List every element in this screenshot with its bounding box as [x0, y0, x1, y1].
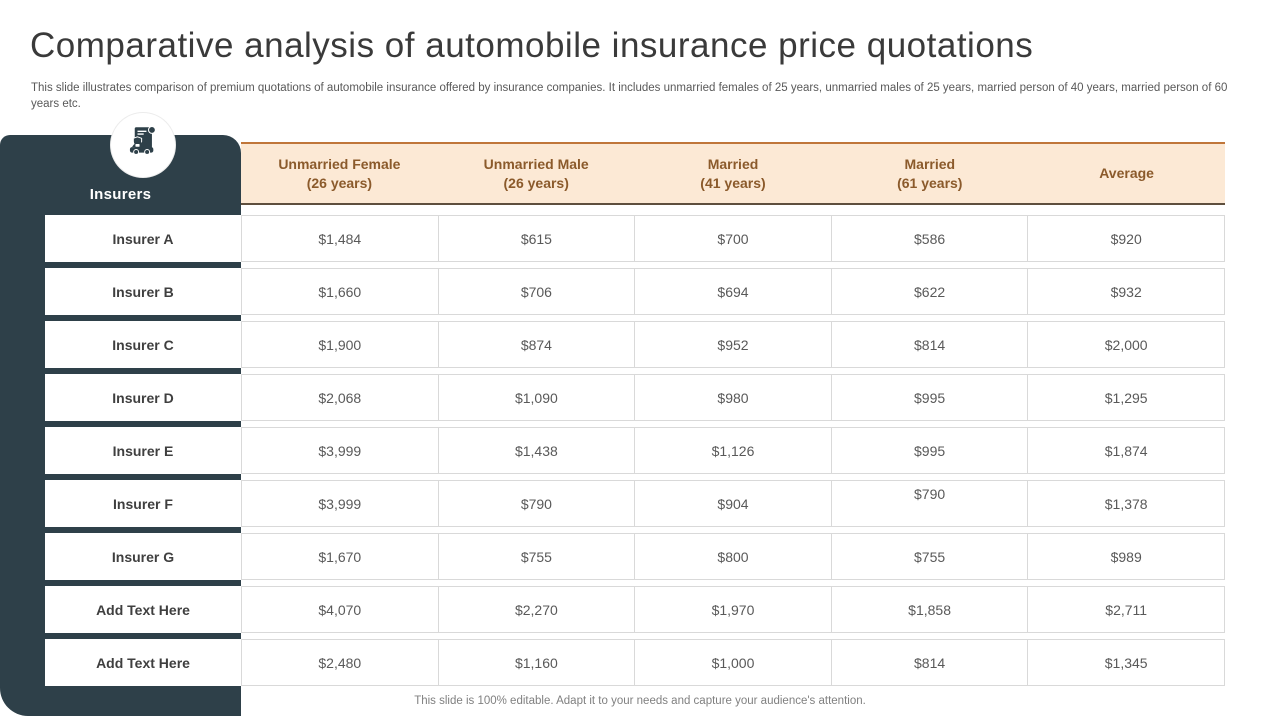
price-cell: $1,874 [1027, 427, 1225, 474]
table-row: Insurer B $1,660 $706 $694 $622 $932 [45, 268, 1225, 315]
price-cell: $874 [437, 321, 636, 368]
price-cell: $790 [830, 480, 1029, 527]
price-cell: $995 [830, 427, 1029, 474]
price-cell: $2,480 [241, 639, 439, 686]
price-cell: $814 [830, 321, 1029, 368]
price-cell: $1,126 [634, 427, 832, 474]
price-cell: $755 [437, 533, 636, 580]
insurance-policy-car-icon [121, 121, 165, 170]
price-cell: $1,970 [634, 586, 832, 633]
price-cell: $3,999 [241, 427, 439, 474]
column-header-label: Average [1099, 165, 1154, 182]
price-cell: $814 [830, 639, 1029, 686]
column-header-label: Unmarried Female [278, 155, 401, 172]
price-cell: $4,070 [241, 586, 439, 633]
price-cell: $755 [830, 533, 1029, 580]
insurer-label[interactable]: Add Text Here [45, 586, 241, 633]
table-row: Insurer E $3,999 $1,438 $1,126 $995 $1,874 [45, 427, 1225, 474]
price-cell: $1,438 [437, 427, 636, 474]
insurer-label[interactable]: Add Text Here [45, 639, 241, 686]
table-row: Insurer G $1,670 $755 $800 $755 $989 [45, 533, 1225, 580]
price-cell: $2,270 [437, 586, 636, 633]
price-cell: $615 [437, 215, 636, 262]
table-row: Insurer F $3,999 $790 $904 $790 $1,378 [45, 480, 1225, 527]
price-cell: $700 [634, 215, 832, 262]
table-row: Insurer D $2,068 $1,090 $980 $995 $1,295 [45, 374, 1225, 421]
price-cell: $1,345 [1027, 639, 1225, 686]
insurer-label: Insurer E [45, 427, 241, 474]
insurer-label: Insurer F [45, 480, 241, 527]
price-cell: $920 [1027, 215, 1225, 262]
price-cell: $1,858 [830, 586, 1029, 633]
table-row: Insurer C $1,900 $874 $952 $814 $2,000 [45, 321, 1225, 368]
price-cell: $800 [634, 533, 832, 580]
price-cell: $1,484 [241, 215, 439, 262]
table-header-row: Unmarried Female (26 years) Unmarried Ma… [241, 142, 1225, 205]
column-header: Married (41 years) [635, 144, 832, 203]
price-cell: $790 [437, 480, 636, 527]
table-row: Add Text Here $4,070 $2,270 $1,970 $1,858 $2… [45, 586, 1225, 633]
footer-note: This slide is 100% editable. Adapt it to… [414, 695, 866, 707]
price-cell: $2,068 [241, 374, 439, 421]
price-cell: $1,090 [437, 374, 636, 421]
price-table: Insurer A $1,484 $615 $700 $586 $920 Insurer… [45, 215, 1225, 692]
column-header: Unmarried Male (26 years) [438, 144, 635, 203]
price-cell: $932 [1027, 268, 1225, 315]
insurer-label: Insurer A [45, 215, 241, 262]
price-cell: $2,000 [1027, 321, 1225, 368]
column-header-sub: (61 years) [897, 174, 963, 191]
slide-subtitle: This slide illustrates comparison of pre… [31, 82, 1228, 110]
column-header-sub: (26 years) [306, 174, 373, 191]
price-cell: $706 [437, 268, 636, 315]
price-cell: $995 [830, 374, 1029, 421]
column-header: Average [1028, 144, 1225, 203]
price-cell: $989 [1027, 533, 1225, 580]
price-cell: $1,000 [634, 639, 832, 686]
insurer-label: Insurer G [45, 533, 241, 580]
insurers-label: Insurers [89, 186, 152, 203]
price-cell: $1,670 [241, 533, 439, 580]
table-row: Add Text Here $2,480 $1,160 $1,000 $814 $1,3… [45, 639, 1225, 686]
price-cell: $904 [634, 480, 832, 527]
table-row: Insurer A $1,484 $615 $700 $586 $920 [45, 215, 1225, 262]
price-cell: $1,295 [1027, 374, 1225, 421]
column-header: Unmarried Female (26 years) [241, 144, 438, 203]
price-cell: $952 [634, 321, 832, 368]
price-cell: $586 [830, 215, 1029, 262]
insurer-label: Insurer C [45, 321, 241, 368]
price-cell: $1,900 [241, 321, 439, 368]
price-cell: $1,660 [241, 268, 439, 315]
insurer-label: Insurer D [45, 374, 241, 421]
price-cell: $694 [634, 268, 832, 315]
page-title: Comparative analysis of automobile insur… [30, 26, 1034, 65]
column-header-sub: (26 years) [503, 174, 569, 191]
price-cell: $2,711 [1027, 586, 1225, 633]
insurance-policy-badge [111, 113, 175, 177]
price-cell: $622 [830, 268, 1029, 315]
price-cell: $980 [634, 374, 832, 421]
price-cell: $1,160 [437, 639, 636, 686]
column-header: Married (61 years) [831, 144, 1028, 203]
column-header-label: Unmarried Male [483, 155, 589, 172]
price-cell: $3,999 [241, 480, 439, 527]
column-header-label: Married [707, 155, 759, 172]
insurer-label: Insurer B [45, 268, 241, 315]
column-header-sub: (41 years) [700, 174, 766, 191]
column-header-label: Married [904, 155, 956, 172]
price-cell: $1,378 [1027, 480, 1225, 527]
